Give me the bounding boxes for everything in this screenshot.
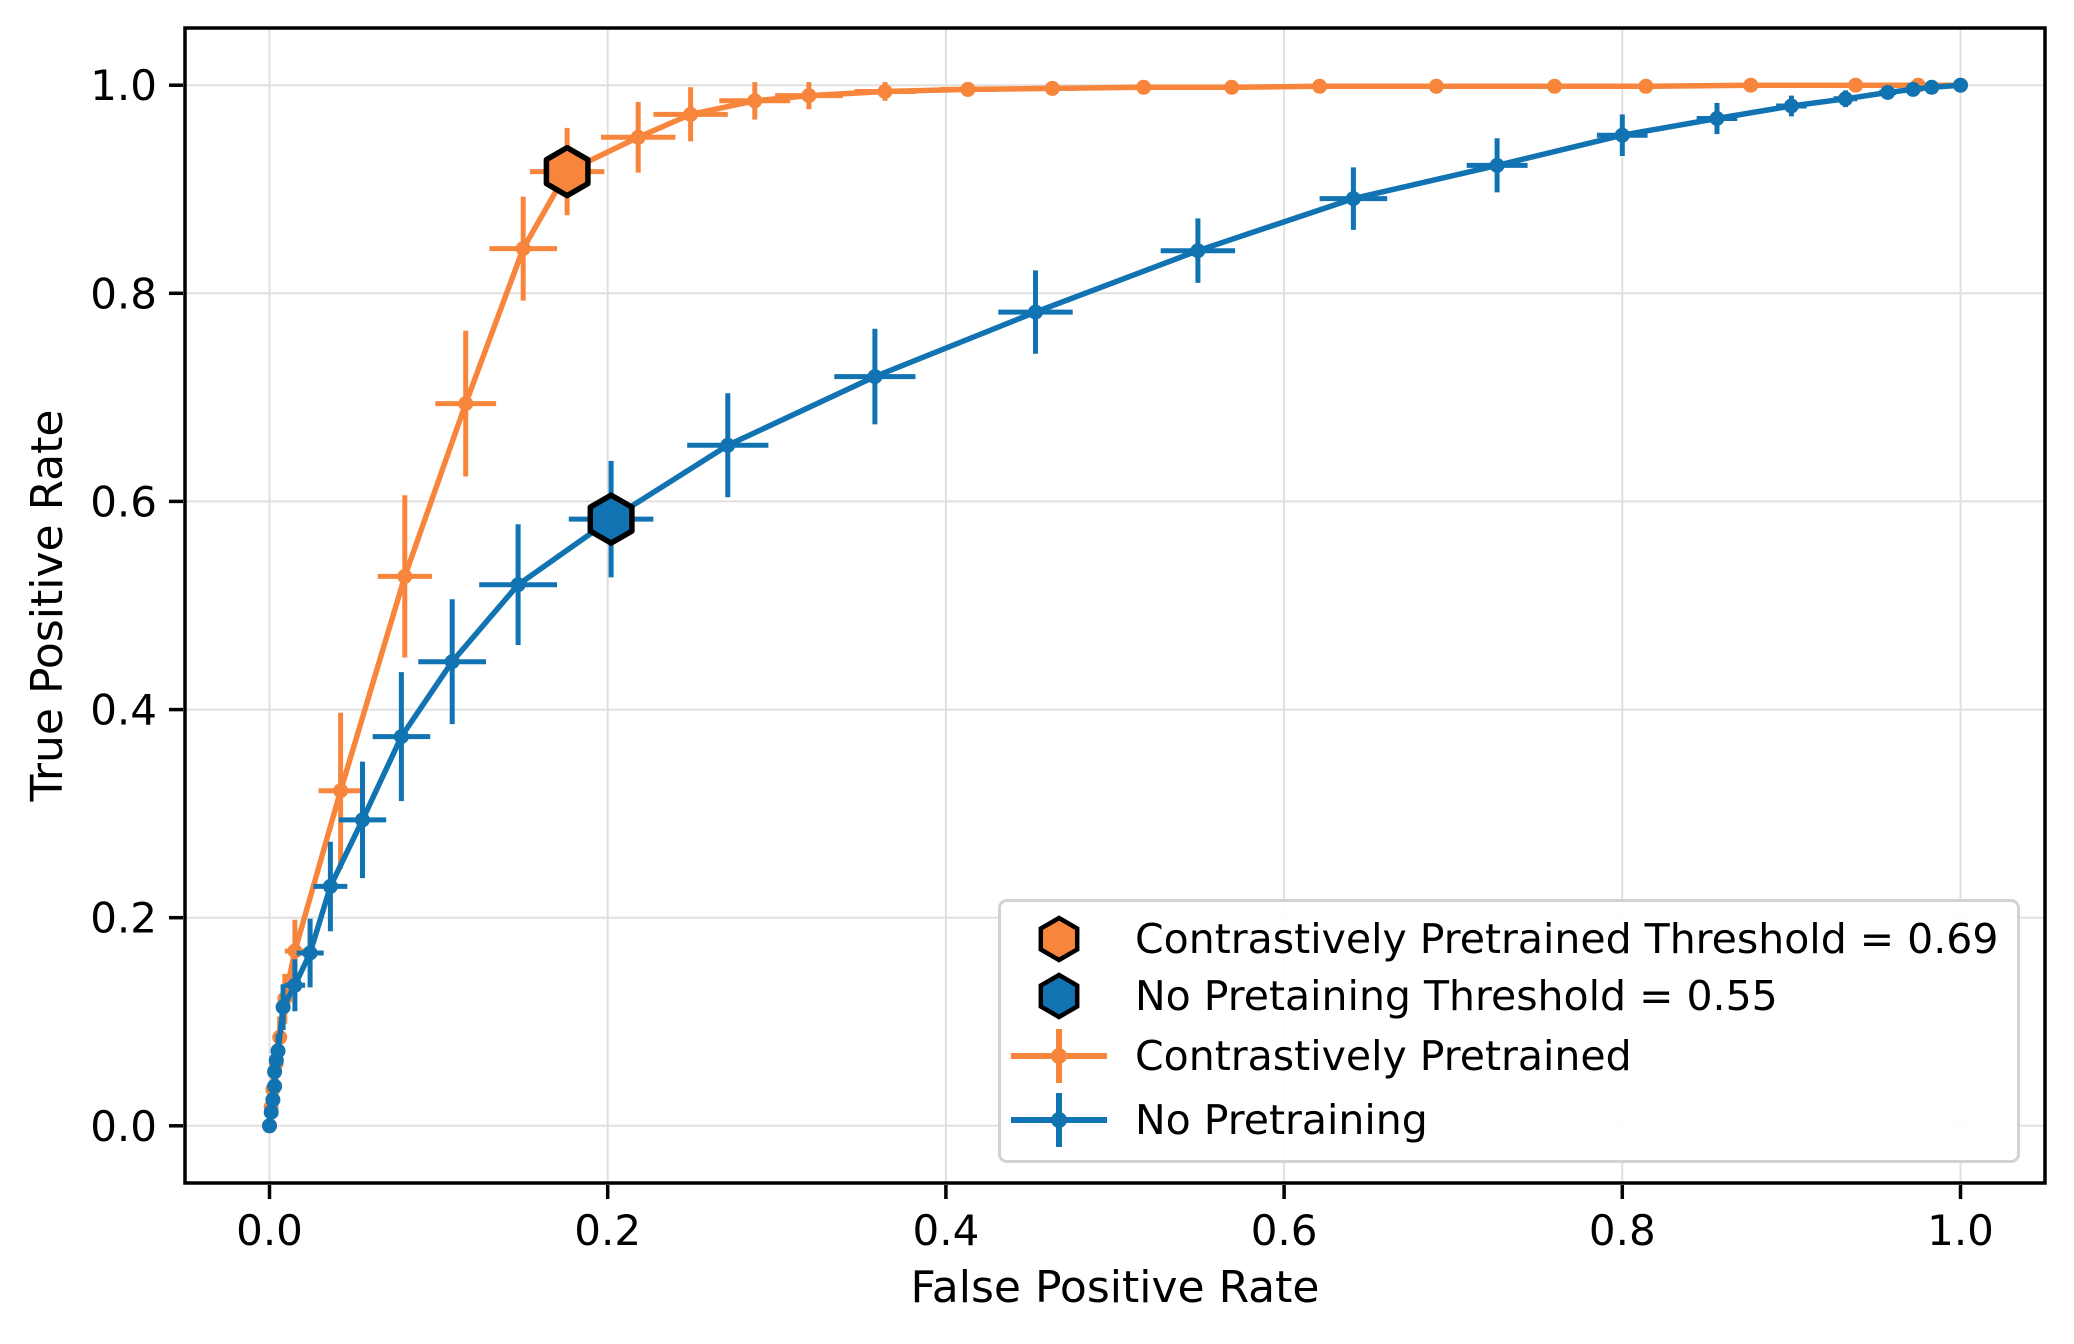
x-axis-label: False Positive Rate — [910, 1262, 1320, 1313]
svg-text:0.2: 0.2 — [90, 894, 157, 943]
errorbar-orange-icon — [1001, 1024, 1117, 1088]
svg-text:0.8: 0.8 — [90, 269, 157, 318]
svg-text:0.8: 0.8 — [1589, 1206, 1656, 1255]
legend-label: No Pretraining — [1135, 1096, 1428, 1144]
svg-text:1.0: 1.0 — [90, 61, 157, 110]
hexagon-blue-icon — [1001, 971, 1117, 1021]
legend-label: Contrastively Pretrained Threshold = 0.6… — [1135, 914, 1999, 963]
svg-text:0.4: 0.4 — [90, 686, 157, 735]
legend-item-no-pretraining-curve: No Pretraining — [1001, 1088, 2017, 1152]
svg-text:0.2: 0.2 — [574, 1206, 641, 1255]
svg-text:0.6: 0.6 — [1251, 1206, 1318, 1255]
svg-text:0.0: 0.0 — [90, 1102, 157, 1151]
svg-text:0.6: 0.6 — [90, 477, 157, 526]
svg-text:0.4: 0.4 — [913, 1206, 980, 1255]
svg-text:0.0: 0.0 — [236, 1206, 303, 1255]
legend-item-no-pretraining-threshold: No Pretaining Threshold = 0.55 — [1001, 967, 2017, 1024]
legend-label: No Pretaining Threshold = 0.55 — [1135, 971, 1778, 1020]
legend-item-pretrained-curve: Contrastively Pretrained — [1001, 1024, 2017, 1088]
y-axis-label: True Positive Rate — [22, 409, 73, 802]
legend-item-pretrained-threshold: Contrastively Pretrained Threshold = 0.6… — [1001, 910, 2017, 967]
hexagon-orange-icon — [1001, 914, 1117, 964]
legend: Contrastively Pretrained Threshold = 0.6… — [998, 899, 2020, 1163]
legend-label: Contrastively Pretrained — [1135, 1032, 1632, 1080]
svg-text:1.0: 1.0 — [1927, 1206, 1994, 1255]
errorbar-blue-icon — [1001, 1088, 1117, 1152]
